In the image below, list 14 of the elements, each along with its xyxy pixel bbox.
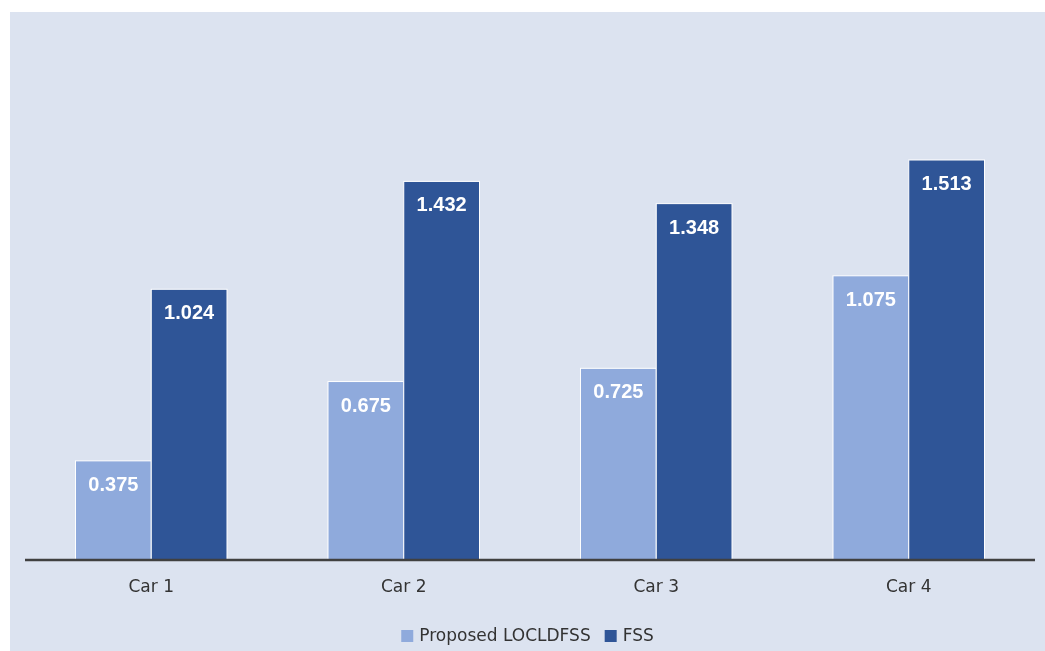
legend-label: Proposed LOCLDFSS — [419, 625, 591, 645]
data-label: 1.348 — [669, 215, 720, 238]
data-label: 0.725 — [593, 380, 644, 403]
x-tick-label: Car 2 — [381, 576, 427, 597]
x-tick-label: Car 1 — [128, 576, 174, 597]
data-label: 0.375 — [88, 472, 139, 495]
data-label: 1.513 — [921, 172, 972, 194]
data-label: 1.024 — [164, 301, 216, 324]
x-tick-label: Car 4 — [886, 576, 932, 597]
data-label: 1.075 — [845, 287, 896, 310]
legend-label: FSS — [622, 625, 654, 645]
data-label: 1.432 — [416, 193, 467, 216]
data-label: 0.675 — [340, 393, 391, 416]
x-tick-label: Car 3 — [633, 576, 679, 597]
